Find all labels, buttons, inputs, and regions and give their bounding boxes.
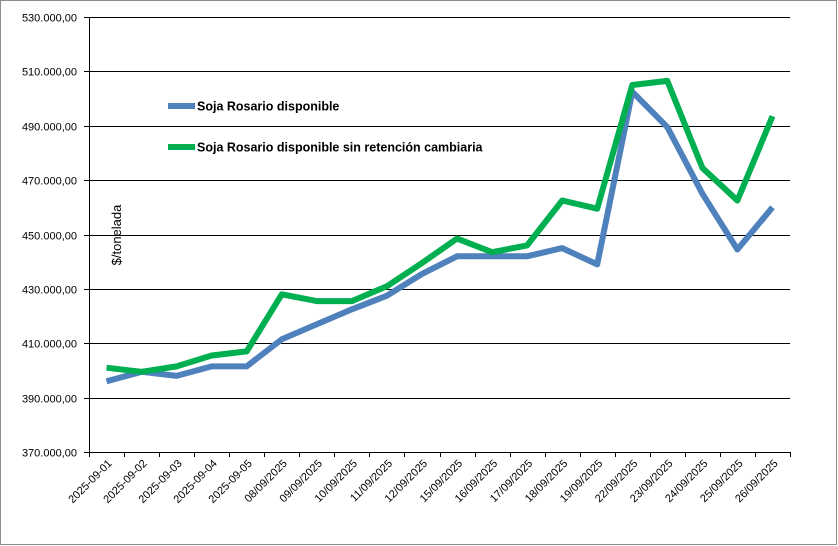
y-tick-label: 370.000,00 <box>22 448 77 460</box>
y-tick-label: 430.000,00 <box>22 285 77 297</box>
legend-label-2: Soja Rosario disponible sin retención ca… <box>197 141 484 155</box>
y-tick-label: 410.000,00 <box>22 339 77 351</box>
series-line-1 <box>105 88 775 385</box>
y-tick-label: 470.000,00 <box>22 176 77 188</box>
y-tick-label: 530.000,00 <box>22 13 77 25</box>
y-tick-label: 510.000,00 <box>22 67 77 79</box>
y-tick-label: 490.000,00 <box>22 122 77 134</box>
legend-label-1: Soja Rosario disponible <box>197 100 339 114</box>
y-axis-label: $/tonelada <box>109 204 124 265</box>
y-tick-label: 450.000,00 <box>22 231 77 243</box>
y-tick-label: 390.000,00 <box>22 394 77 406</box>
series-line-2 <box>106 77 776 375</box>
